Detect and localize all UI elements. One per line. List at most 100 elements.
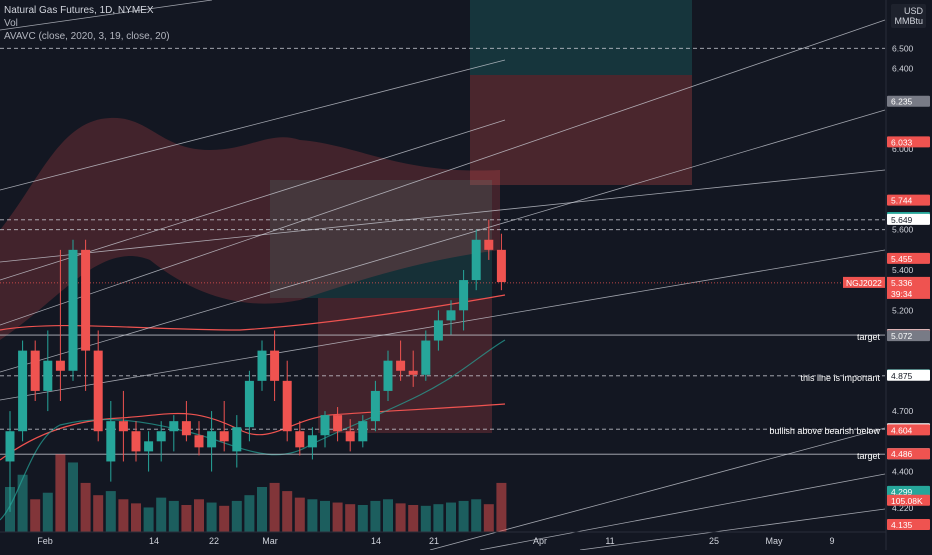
line-annotation-2: bullish above bearish below xyxy=(769,426,880,436)
candle-body xyxy=(68,249,78,371)
candle-body xyxy=(194,435,204,448)
last-price-label: 5.336 xyxy=(891,278,913,288)
y-tick-label: 6.500 xyxy=(892,43,914,53)
candle-body xyxy=(232,427,242,452)
volume-bar xyxy=(458,500,469,532)
price-tag-bg xyxy=(887,485,930,497)
channel-line-4 xyxy=(0,109,886,373)
symbol-title[interactable]: Natural Gas Futures, 1D, NYMEX xyxy=(4,5,154,16)
candle-body xyxy=(81,249,91,351)
volume-bar xyxy=(68,462,78,532)
channel-line-0 xyxy=(0,0,213,31)
candle-body xyxy=(169,421,179,432)
price-tag-label: 4.486 xyxy=(891,449,913,459)
volume-bar xyxy=(433,504,444,532)
x-tick-label: Feb xyxy=(37,536,53,546)
line-annotation-0: target xyxy=(857,332,881,342)
volume-bar xyxy=(496,482,507,532)
y-tick-label: 4.220 xyxy=(892,503,914,513)
candle-body xyxy=(207,431,217,448)
candle-body xyxy=(295,431,305,448)
x-tick-label: May xyxy=(765,536,783,546)
candle-body xyxy=(270,350,280,381)
y-tick-label: 5.200 xyxy=(892,305,914,315)
symbol-tag-label: NGJ2022 xyxy=(846,278,882,288)
price-tag-label: 5.744 xyxy=(891,196,913,206)
candle-body xyxy=(181,421,191,436)
volume-bar xyxy=(55,454,66,532)
price-tag-label: 105.08K xyxy=(891,496,923,506)
volume-bar xyxy=(143,507,154,532)
candle-body xyxy=(446,310,456,321)
price-tag-label: 6.235 xyxy=(891,97,913,107)
x-tick-label: 21 xyxy=(429,536,439,546)
volume-bar xyxy=(307,499,318,532)
indicator-label[interactable]: AVAVC (close, 2020, 3, 19, close, 20) xyxy=(4,31,170,42)
channel-line-9 xyxy=(579,508,886,551)
x-tick-label: 9 xyxy=(829,536,834,546)
volume-bar xyxy=(383,499,393,532)
price-tag-bg xyxy=(887,494,930,506)
candle-body xyxy=(358,421,368,442)
volume-bar xyxy=(231,500,242,532)
channel-line-2 xyxy=(0,59,506,191)
volume-bar xyxy=(320,500,330,532)
volume-bar xyxy=(357,505,368,532)
price-tag-bg xyxy=(887,95,930,107)
price-tag-bg xyxy=(887,369,930,381)
volume-bar xyxy=(17,474,28,532)
volume-bar xyxy=(345,504,356,532)
candle-body xyxy=(106,421,116,462)
channel-line-5 xyxy=(0,169,886,263)
indicator-band xyxy=(0,117,500,340)
candle-body xyxy=(55,360,65,371)
candle-body xyxy=(433,320,443,341)
channel-line-8 xyxy=(479,473,886,551)
chart-legend: Natural Gas Futures, 1D, NYMEX Vol AVAVC… xyxy=(4,4,170,43)
x-tick-label: Apr xyxy=(533,536,547,546)
candle-body xyxy=(131,431,141,452)
candle-body xyxy=(18,350,28,432)
volume-bar xyxy=(483,504,494,532)
volume-bar xyxy=(294,497,305,532)
candle-body xyxy=(396,360,406,371)
stop-zone xyxy=(470,75,692,185)
volume-bar xyxy=(105,491,116,532)
candle-body xyxy=(408,370,418,375)
volume-bar xyxy=(408,505,419,532)
candle-body xyxy=(496,249,506,283)
volume-bar xyxy=(446,502,456,532)
price-tag-bg xyxy=(887,136,930,148)
symbol-tag-bg xyxy=(843,276,885,288)
price-tag-label: 6.033 xyxy=(891,137,913,147)
candle-body xyxy=(144,441,154,452)
candle-body xyxy=(333,415,343,432)
price-tag-label: 5.072 xyxy=(891,331,913,341)
x-tick-label: 14 xyxy=(371,536,381,546)
price-tag-label: 4.875 xyxy=(891,371,913,381)
volume-bar xyxy=(93,495,104,532)
currency-badge[interactable]: USD MMBtu xyxy=(891,4,926,28)
candle-body xyxy=(282,380,292,432)
candle-body xyxy=(471,239,481,281)
x-tick-label: 25 xyxy=(709,536,719,546)
price-tag-label: 4.135 xyxy=(891,520,913,530)
volume-label[interactable]: Vol xyxy=(4,18,18,29)
y-tick-label: 6.000 xyxy=(892,144,914,154)
volume-bar xyxy=(194,499,204,532)
volume-bar xyxy=(282,491,293,532)
candle-body xyxy=(459,280,469,311)
volume-bar xyxy=(131,503,141,532)
volume-bar xyxy=(30,499,41,532)
candle-body xyxy=(5,431,15,462)
volume-bar xyxy=(370,500,381,532)
candle-body xyxy=(370,390,380,422)
candle-body xyxy=(484,239,494,250)
candle-body xyxy=(421,340,431,375)
x-tick-label: 14 xyxy=(149,536,159,546)
volume-bar xyxy=(80,482,91,532)
volume-bar xyxy=(206,502,217,532)
candle-body xyxy=(118,421,128,432)
